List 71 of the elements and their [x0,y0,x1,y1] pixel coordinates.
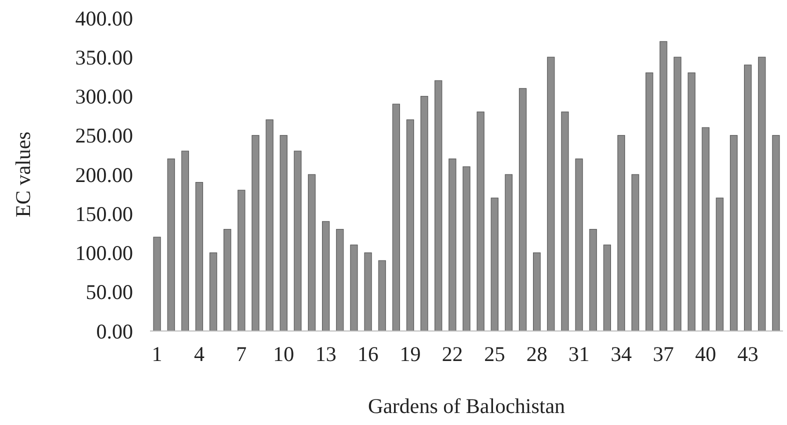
y-tick-label: 100.00 [75,241,133,266]
bar [561,112,569,332]
bar [167,158,175,332]
bar [660,41,668,332]
bar [772,135,780,332]
bar [646,72,654,332]
bar [378,260,386,332]
bar [490,198,498,332]
x-axis-title: Gardens of Balochistan [368,394,566,418]
bar [533,252,541,332]
y-tick-label: 50.00 [86,280,133,304]
x-tick-label: 19 [400,342,421,366]
bar [589,228,597,332]
bar [434,80,442,332]
x-tick-label: 37 [652,342,674,366]
bar [758,56,766,332]
y-tick-label: 200.00 [75,162,133,187]
y-tick-label: 300.00 [75,84,133,109]
bar [308,174,316,332]
bar [266,119,274,332]
bar [617,135,626,332]
bar [744,64,752,332]
y-tick-label: 250.00 [75,124,133,148]
bar [716,198,724,332]
y-tick-label: 0.00 [96,319,133,344]
bar [238,190,246,332]
x-tick-label: 13 [315,342,336,366]
bar [575,158,583,332]
bar [688,72,696,332]
y-tick-label: 150.00 [75,202,133,226]
bar [364,252,372,332]
y-axis-title: EC values [11,132,35,218]
x-tick-label: 25 [484,342,506,366]
bar [547,56,555,332]
bar [448,158,456,332]
bar [153,236,161,332]
x-tick-label: 28 [526,342,548,366]
bar [702,127,710,332]
bar [504,174,513,332]
bar [350,244,358,332]
bar [195,182,204,332]
bar [280,135,288,332]
y-tick-label: 400.00 [75,6,133,30]
bar [730,135,738,332]
bar [294,150,302,332]
bar [181,150,189,332]
bar [476,112,484,332]
bar [406,119,414,332]
bar [518,88,527,332]
x-tick-label: 22 [442,342,463,366]
x-tick-label: 31 [568,342,590,366]
bar [420,96,428,332]
x-tick-label: 10 [273,342,294,366]
y-tick-label: 350.00 [75,45,133,70]
x-tick-label: 4 [194,342,205,366]
x-tick-label: 7 [236,342,247,366]
bar [631,174,640,332]
x-tick-label: 16 [358,342,379,366]
bar [462,166,470,332]
bar [603,244,611,332]
x-tick-label: 1 [152,342,162,366]
x-tick-label: 43 [737,342,758,366]
bar [392,104,400,332]
bar [336,228,344,332]
x-tick-label: 40 [695,342,716,366]
x-tick-label: 34 [610,342,632,366]
bar [224,228,232,332]
bar [209,252,218,332]
bar [252,135,260,332]
bar [674,56,682,332]
bar [322,221,330,332]
